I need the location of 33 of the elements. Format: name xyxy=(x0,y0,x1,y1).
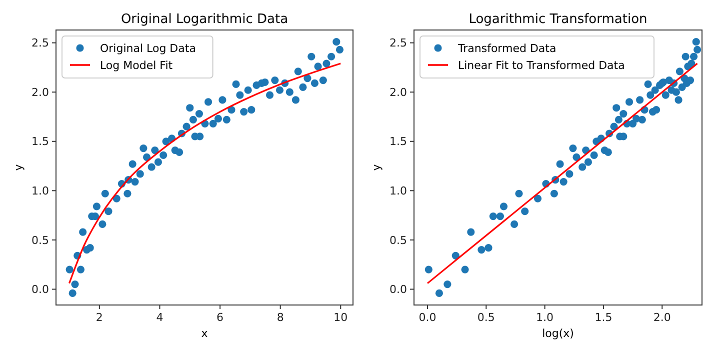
y-tick-label: 1.0 xyxy=(390,184,407,198)
legend-label: Transformed Data xyxy=(457,42,556,55)
line-series xyxy=(68,62,342,284)
x-tick-label: 2.0 xyxy=(653,311,671,324)
y-axis-title: y xyxy=(370,164,383,171)
x-tick-label: 6 xyxy=(216,311,224,324)
legend-label: Original Log Data xyxy=(100,42,196,55)
chart-title: Logarithmic Transformation xyxy=(468,12,648,27)
y-tick-label: 2.5 xyxy=(32,36,49,50)
legend-label: Linear Fit to Transformed Data xyxy=(458,58,625,72)
x-tick-label: 1.5 xyxy=(594,311,612,324)
y-tick-label: 1.5 xyxy=(32,135,49,148)
x-tick-label: 2 xyxy=(96,311,103,324)
y-tick-label: 2.0 xyxy=(32,86,49,99)
y-tick-label: 0.0 xyxy=(32,283,49,296)
x-tick-label: 4 xyxy=(156,311,164,324)
y-tick-label: 0.5 xyxy=(32,234,49,247)
x-tick-label: 10 xyxy=(334,311,348,324)
x-tick-label: 8 xyxy=(276,311,284,324)
y-tick-label: 2.0 xyxy=(390,86,407,99)
y-axis-title: y xyxy=(12,164,25,171)
y-tick-label: 1.0 xyxy=(32,184,49,198)
x-tick-label: 0.5 xyxy=(477,311,495,324)
x-axis-title: log(x) xyxy=(542,327,574,340)
x-tick-label: 0.0 xyxy=(418,311,436,324)
y-tick-label: 1.5 xyxy=(390,135,407,148)
chart-title: Original Logarithmic Data xyxy=(120,12,288,27)
x-axis-title: x xyxy=(201,327,208,340)
legend-label: Log Model Fit xyxy=(100,58,174,72)
y-tick-label: 0.0 xyxy=(390,283,407,296)
y-tick-label: 2.5 xyxy=(390,36,407,50)
x-tick-label: 1.0 xyxy=(536,311,554,324)
y-tick-label: 0.5 xyxy=(390,234,407,247)
